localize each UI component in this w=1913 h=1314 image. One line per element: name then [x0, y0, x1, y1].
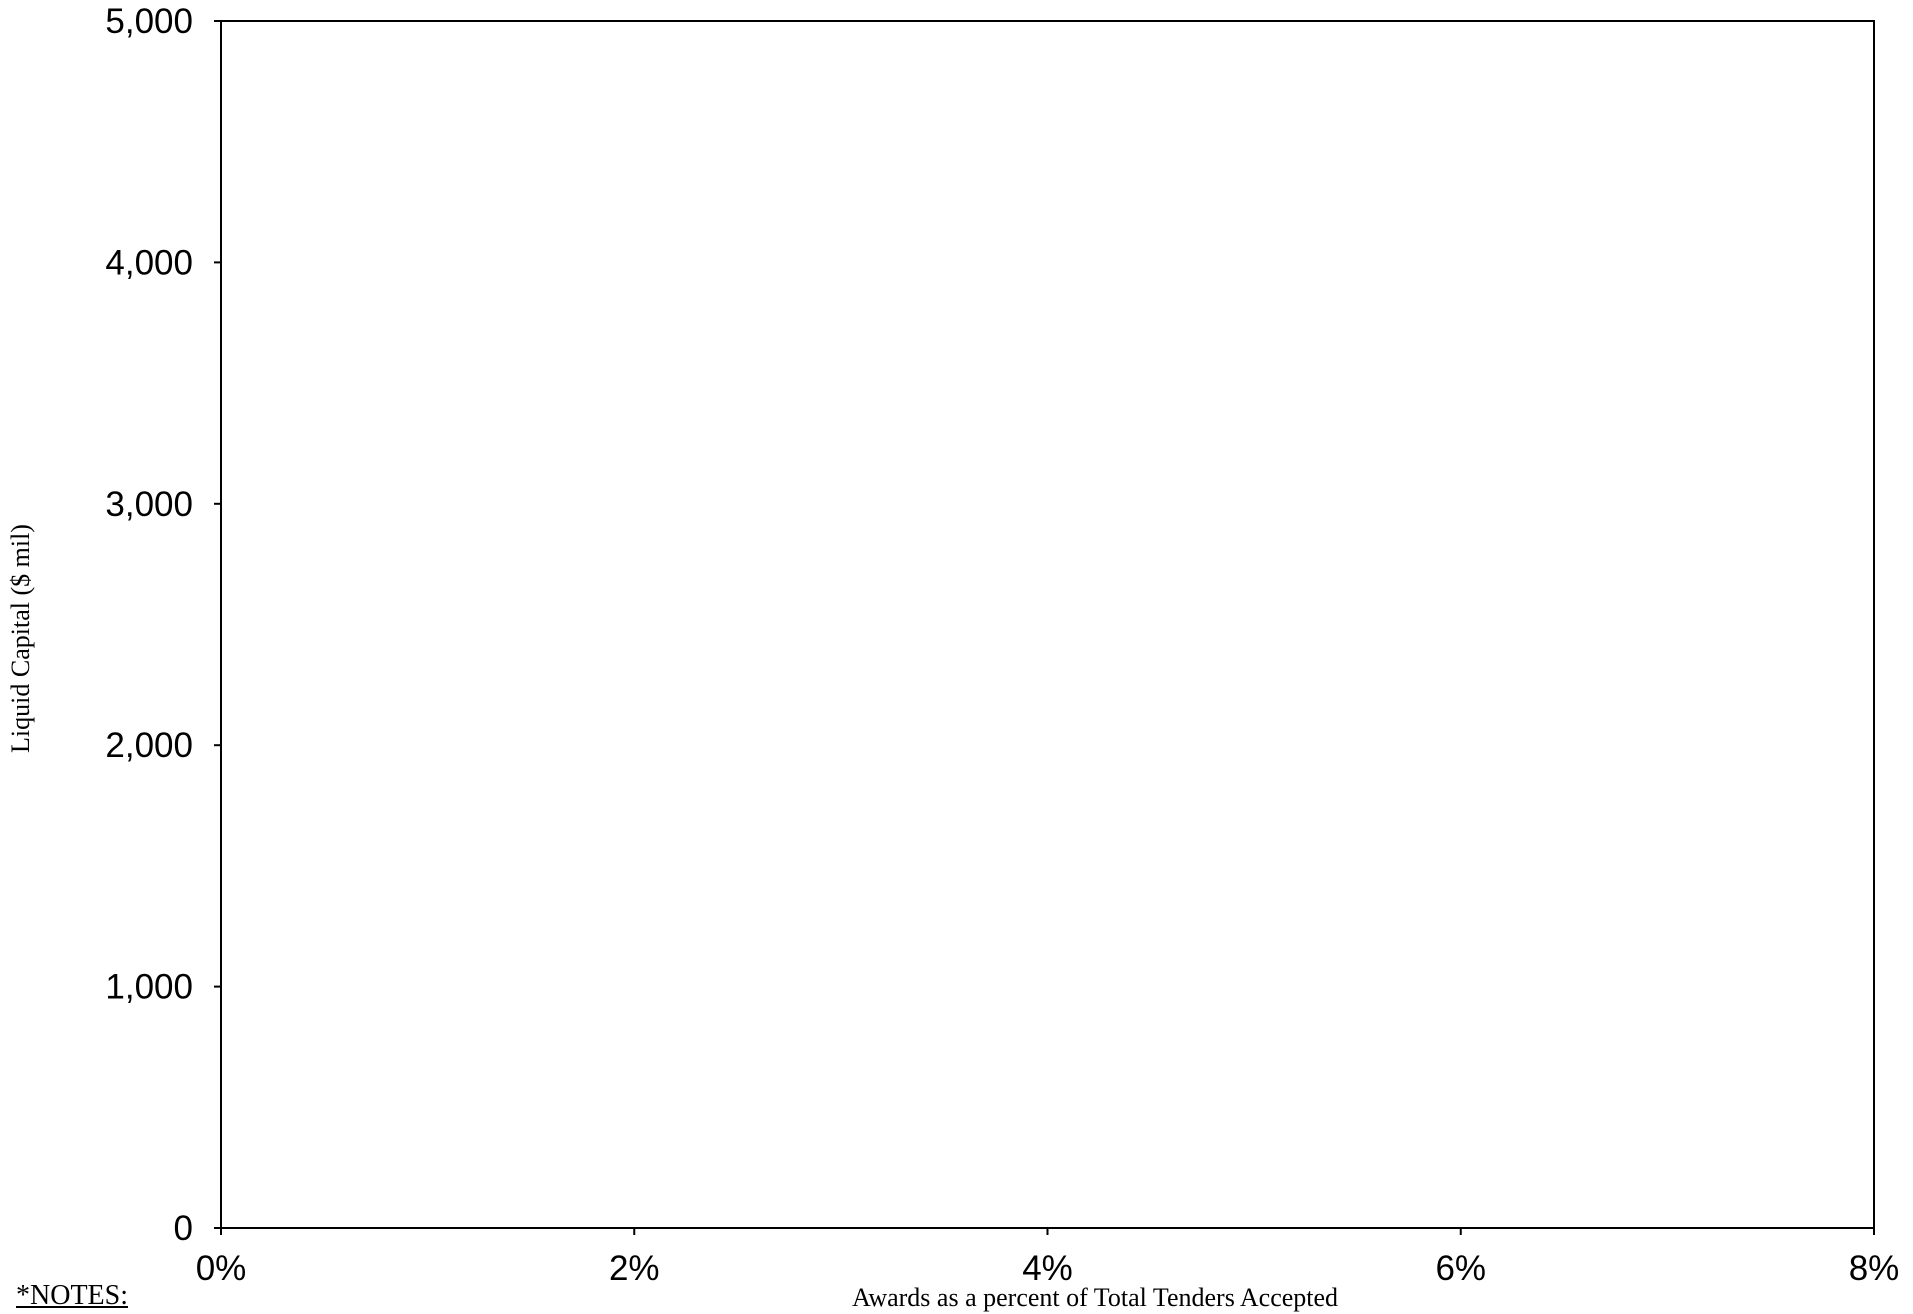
- x-tick-label: 4%: [1022, 1249, 1073, 1288]
- x-axis-title: Awards as a percent of Total Tenders Acc…: [852, 1283, 1338, 1312]
- y-tick-label: 3,000: [105, 485, 193, 524]
- y-tick-label: 4,000: [105, 243, 193, 282]
- plot-area-frame: [220, 20, 1875, 1229]
- x-tick-label: 6%: [1435, 1249, 1486, 1288]
- y-tick-label: 1,000: [105, 968, 193, 1007]
- notes-label: *NOTES:: [16, 1280, 128, 1311]
- x-tick-label: 8%: [1849, 1249, 1900, 1288]
- y-tick-label: 0: [174, 1209, 193, 1248]
- y-tick-label: 5,000: [105, 2, 193, 41]
- y-axis-title: Liquid Capital ($ mil): [6, 524, 35, 753]
- x-tick-label: 2%: [609, 1249, 660, 1288]
- y-axis-ticks: 0 1,000 2,000 3,000 4,000 5,000: [105, 2, 221, 1248]
- x-axis-ticks: 0% 2% 4% 6% 8%: [196, 1228, 1900, 1288]
- x-tick-label: 0%: [196, 1249, 247, 1288]
- y-tick-label: 2,000: [105, 726, 193, 765]
